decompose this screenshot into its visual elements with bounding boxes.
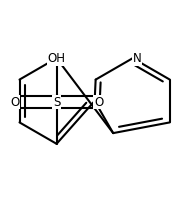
- Text: O: O: [10, 96, 19, 108]
- Text: OH: OH: [48, 52, 66, 65]
- Text: S: S: [53, 96, 60, 108]
- Text: N: N: [133, 52, 142, 65]
- Text: O: O: [94, 96, 103, 108]
